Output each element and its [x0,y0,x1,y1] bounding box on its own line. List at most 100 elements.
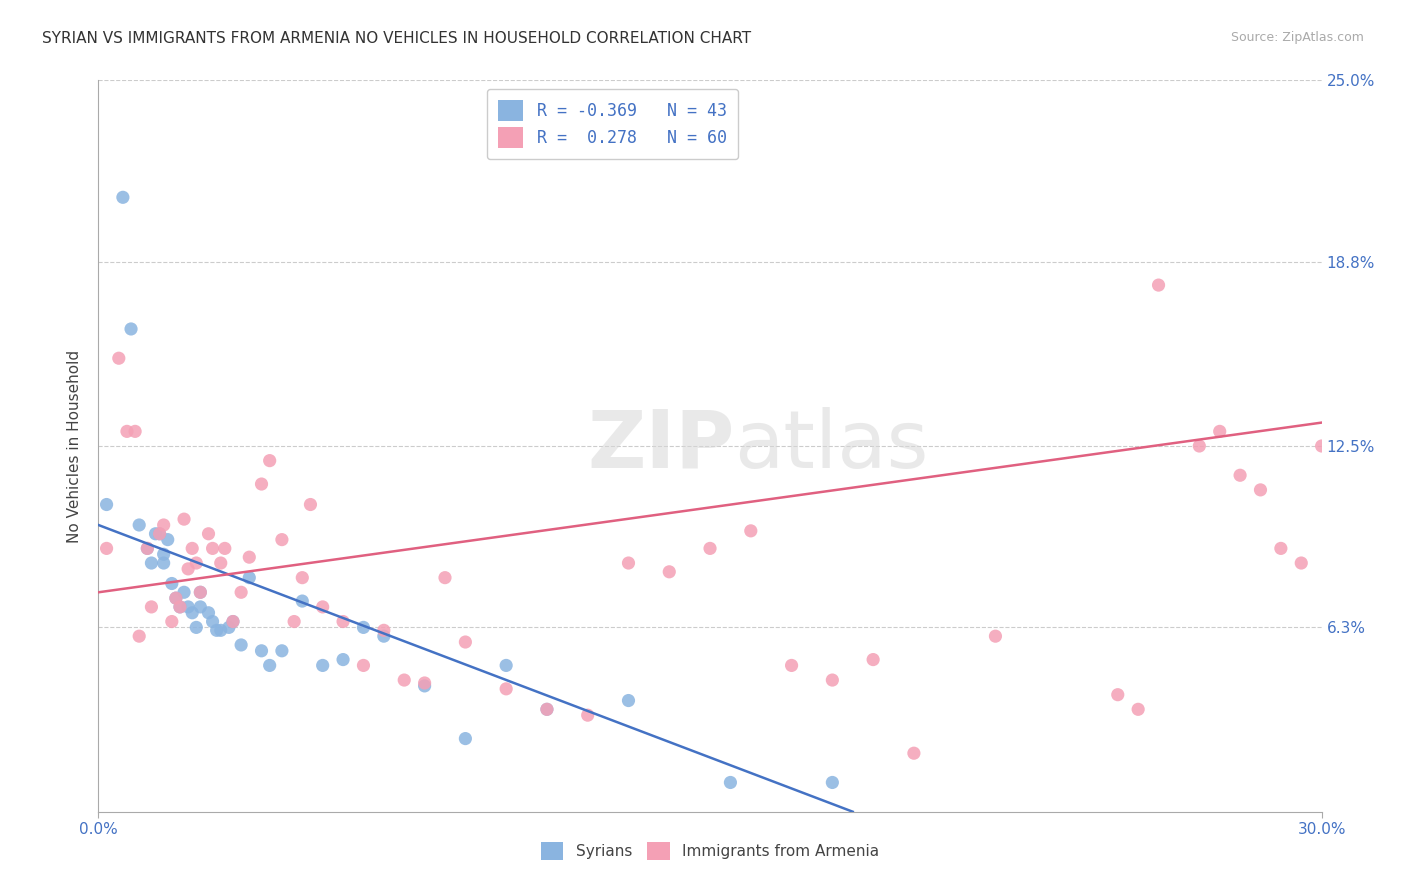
Point [821,775,844,789]
Point [186,556,208,570]
Point [1147,278,1170,293]
Point [205,624,228,638]
Point [145,526,167,541]
Point [165,591,187,606]
Point [291,594,314,608]
Point [454,731,477,746]
Point [173,512,195,526]
Text: ZIP: ZIP [588,407,734,485]
Point [373,624,395,638]
Point [160,576,183,591]
Point [186,620,208,634]
Point [352,658,374,673]
Point [250,644,273,658]
Y-axis label: No Vehicles in Household: No Vehicles in Household [67,350,83,542]
Point [120,322,142,336]
Point [141,599,163,614]
Point [821,673,844,687]
Point [201,615,224,629]
Point [1107,688,1129,702]
Point [454,635,477,649]
Point [536,702,558,716]
Point [149,526,172,541]
Point [332,652,354,666]
Point [740,524,762,538]
Point [903,746,925,760]
Point [658,565,681,579]
Point [250,477,273,491]
Point [1229,468,1251,483]
Point [136,541,159,556]
Point [96,541,118,556]
Point [128,518,150,533]
Point [214,541,236,556]
Point [209,556,232,570]
Text: SYRIAN VS IMMIGRANTS FROM ARMENIA NO VEHICLES IN HOUSEHOLD CORRELATION CHART: SYRIAN VS IMMIGRANTS FROM ARMENIA NO VEH… [42,31,751,46]
Point [188,585,212,599]
Point [1209,425,1232,439]
Point [1249,483,1271,497]
Point [984,629,1007,643]
Point [238,571,260,585]
Point [495,658,517,673]
Point [128,629,150,643]
Point [1270,541,1292,556]
Text: atlas: atlas [734,407,929,485]
Point [160,615,183,629]
Point [373,629,395,643]
Point [862,652,884,666]
Point [152,556,174,570]
Point [165,591,187,606]
Point [197,606,219,620]
Point [413,679,436,693]
Point [115,425,138,439]
Point [181,606,204,620]
Point [222,615,245,629]
Point [149,526,172,541]
Point [299,498,322,512]
Point [1291,556,1313,570]
Point [283,615,305,629]
Point [169,599,191,614]
Text: Source: ZipAtlas.com: Source: ZipAtlas.com [1230,31,1364,45]
Point [156,533,179,547]
Point [96,498,118,512]
Point [352,620,374,634]
Point [1310,439,1333,453]
Point [197,526,219,541]
Point [188,585,212,599]
Point [152,547,174,561]
Point [201,541,224,556]
Point [617,693,640,707]
Point [312,599,335,614]
Point [270,644,294,658]
Point [780,658,803,673]
Point [332,615,354,629]
Point [576,708,599,723]
Point [312,658,335,673]
Point [218,620,240,634]
Point [259,453,281,467]
Point [720,775,742,789]
Point [413,676,436,690]
Point [392,673,416,687]
Point [188,599,212,614]
Point [152,518,174,533]
Point [124,425,146,439]
Legend: Syrians, Immigrants from Armenia: Syrians, Immigrants from Armenia [534,836,886,866]
Point [1128,702,1150,716]
Point [169,599,191,614]
Point [238,550,260,565]
Point [222,615,245,629]
Point [291,571,314,585]
Point [617,556,640,570]
Point [536,702,558,716]
Point [270,533,294,547]
Point [495,681,517,696]
Point [699,541,721,556]
Point [111,190,134,204]
Point [136,541,159,556]
Point [434,571,457,585]
Point [181,541,204,556]
Point [209,624,232,638]
